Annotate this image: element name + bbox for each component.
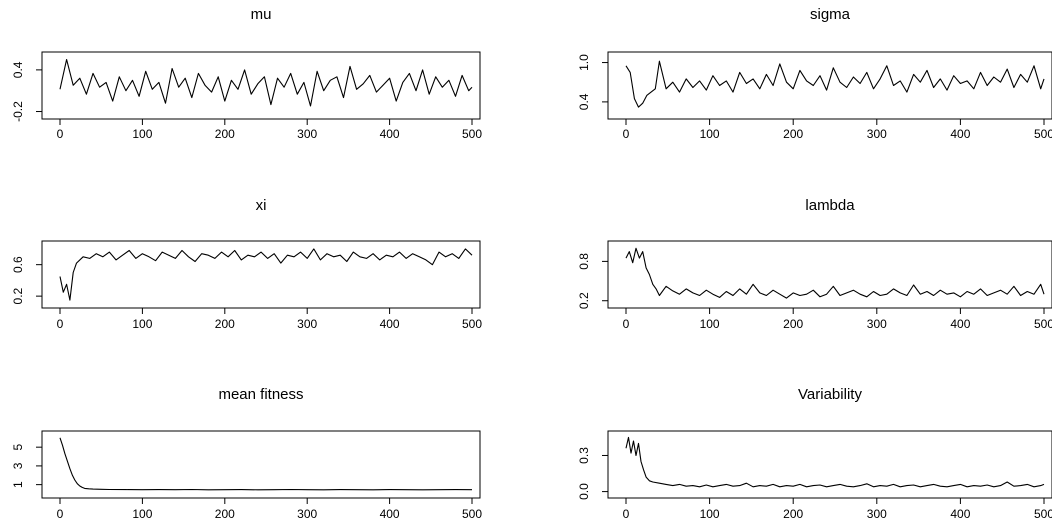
- y-tick-label: 5: [11, 444, 25, 451]
- panel-variability: Variability 0 100 200 300 400 500 0.0 0.3: [577, 386, 1052, 521]
- x-tick-label: 100: [700, 127, 720, 141]
- x-tick-label: 0: [623, 507, 630, 521]
- x-tick-label: 200: [783, 507, 803, 521]
- series-line-sigma: [625, 60, 1045, 108]
- x-tick-label: 500: [1034, 507, 1052, 521]
- x-tick-label: 400: [950, 127, 970, 141]
- y-tick-label: 0.8: [577, 253, 591, 270]
- plot-frame: [607, 51, 1052, 120]
- panel-lambda: lambda 0 100 200 300 400 500 0.2 0.8: [577, 197, 1052, 331]
- x-tick-label: 300: [867, 317, 887, 331]
- y-tick-label: 0.0: [577, 483, 591, 500]
- series-line-variability: [625, 436, 1045, 488]
- plot-frame: [41, 430, 481, 499]
- x-tick-label: 500: [462, 507, 482, 521]
- y-tick-label: 0.6: [11, 256, 25, 273]
- series-line-mu: [59, 58, 473, 107]
- x-tick-label: 500: [1034, 317, 1052, 331]
- x-tick-label: 0: [623, 317, 630, 331]
- y-tick-label: 0.4: [577, 93, 591, 110]
- y-tick-label: 0.3: [577, 447, 591, 464]
- x-tick-label: 0: [623, 127, 630, 141]
- x-tick-label: 100: [132, 317, 152, 331]
- series-line-xi: [59, 248, 473, 301]
- x-tick-label: 0: [57, 507, 64, 521]
- panel-title: sigma: [810, 6, 851, 23]
- x-tick-label: 400: [950, 507, 970, 521]
- plot-frame: [607, 240, 1052, 309]
- x-tick-label: 200: [783, 317, 803, 331]
- x-tick-label: 300: [867, 507, 887, 521]
- x-tick-label: 100: [700, 317, 720, 331]
- x-tick-label: 400: [380, 507, 400, 521]
- x-tick-label: 300: [297, 317, 317, 331]
- panel-sigma: sigma 0 100 200 300 400 500 0.4 1.0: [577, 6, 1052, 141]
- plot-frame: [41, 51, 481, 120]
- panel-mu: mu 0 100 200 300 400 500 -0.2 0.4: [11, 6, 482, 141]
- panel-mean-fitness: mean fitness 0 100 200 300 400 500 1 3 5: [11, 386, 482, 521]
- x-tick-label: 200: [783, 127, 803, 141]
- x-tick-label: 0: [57, 127, 64, 141]
- x-tick-label: 100: [132, 127, 152, 141]
- series-line-mean-fitness: [59, 437, 473, 491]
- x-tick-label: 400: [950, 317, 970, 331]
- y-tick-label: 1: [11, 481, 25, 488]
- x-tick-label: 500: [1034, 127, 1052, 141]
- panel-title: Variability: [798, 386, 862, 403]
- x-tick-label: 0: [57, 317, 64, 331]
- series-line-lambda: [625, 247, 1045, 299]
- y-tick-label: 1.0: [577, 54, 591, 71]
- panel-xi: xi 0 100 200 300 400 500 0.2 0.6: [11, 197, 482, 331]
- y-tick-label: 0.4: [11, 61, 25, 78]
- panel-title: lambda: [805, 197, 855, 214]
- y-tick-label: 0.2: [11, 287, 25, 304]
- x-tick-label: 100: [132, 507, 152, 521]
- x-tick-label: 200: [215, 127, 235, 141]
- x-tick-label: 500: [462, 317, 482, 331]
- x-tick-label: 500: [462, 127, 482, 141]
- x-tick-label: 300: [867, 127, 887, 141]
- y-tick-label: 3: [11, 462, 25, 469]
- x-tick-label: 300: [297, 507, 317, 521]
- y-tick-label: -0.2: [11, 101, 25, 122]
- x-tick-label: 200: [215, 507, 235, 521]
- panel-title: xi: [256, 197, 267, 214]
- plot-frame: [607, 430, 1052, 499]
- panel-title: mu: [251, 6, 272, 23]
- x-tick-label: 100: [700, 507, 720, 521]
- x-tick-label: 400: [380, 317, 400, 331]
- plot-frame: [41, 240, 481, 309]
- x-tick-label: 300: [297, 127, 317, 141]
- x-tick-label: 400: [380, 127, 400, 141]
- x-tick-label: 200: [215, 317, 235, 331]
- panel-title: mean fitness: [218, 386, 303, 403]
- y-tick-label: 0.2: [577, 292, 591, 309]
